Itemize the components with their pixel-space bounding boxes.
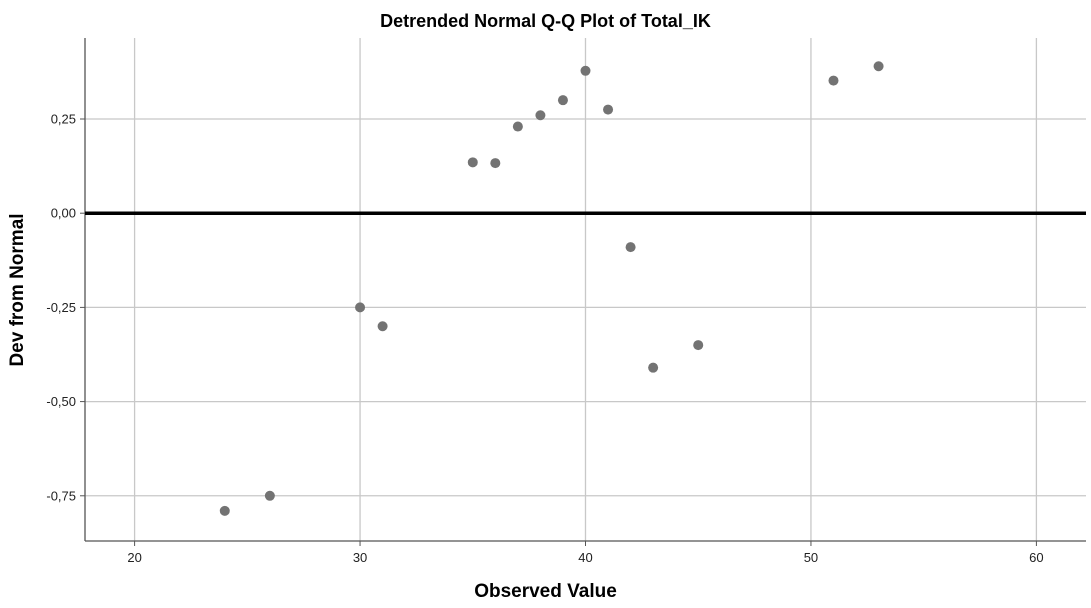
data-point	[828, 75, 839, 86]
y-axis-label: Dev from Normal	[7, 213, 28, 367]
y-tick-label: -0,75	[46, 488, 76, 503]
tick-labels: 20 30 40 50 60 -0,75 -0,50 -0,25 0,00 0,25	[46, 112, 1043, 565]
data-point	[355, 302, 366, 313]
data-point	[557, 95, 568, 106]
y-tick-label: 0,00	[51, 206, 76, 221]
y-tick-label: -0,50	[46, 394, 76, 409]
y-tick-label: 0,25	[51, 112, 76, 127]
chart-title: Detrended Normal Q-Q Plot of Total_IK	[380, 11, 711, 31]
x-tick-label: 20	[127, 550, 141, 565]
x-tick-label: 60	[1029, 550, 1043, 565]
data-point	[625, 242, 636, 253]
data-points	[219, 61, 884, 516]
x-tick-label: 30	[353, 550, 367, 565]
data-point	[264, 490, 275, 501]
data-point	[535, 110, 546, 121]
data-point	[603, 104, 614, 115]
data-point	[467, 157, 478, 168]
x-tick-label: 50	[804, 550, 818, 565]
y-tick-label: -0,25	[46, 300, 76, 315]
data-point	[580, 65, 591, 76]
data-point	[219, 505, 230, 516]
data-point	[693, 340, 704, 351]
data-point	[873, 61, 884, 72]
grid-lines	[85, 38, 1086, 541]
data-point	[512, 121, 523, 132]
data-point	[648, 362, 659, 373]
data-point	[377, 321, 388, 332]
axes	[80, 38, 1086, 546]
x-axis-label: Observed Value	[474, 581, 617, 602]
data-point	[490, 158, 501, 169]
x-tick-label: 40	[578, 550, 592, 565]
